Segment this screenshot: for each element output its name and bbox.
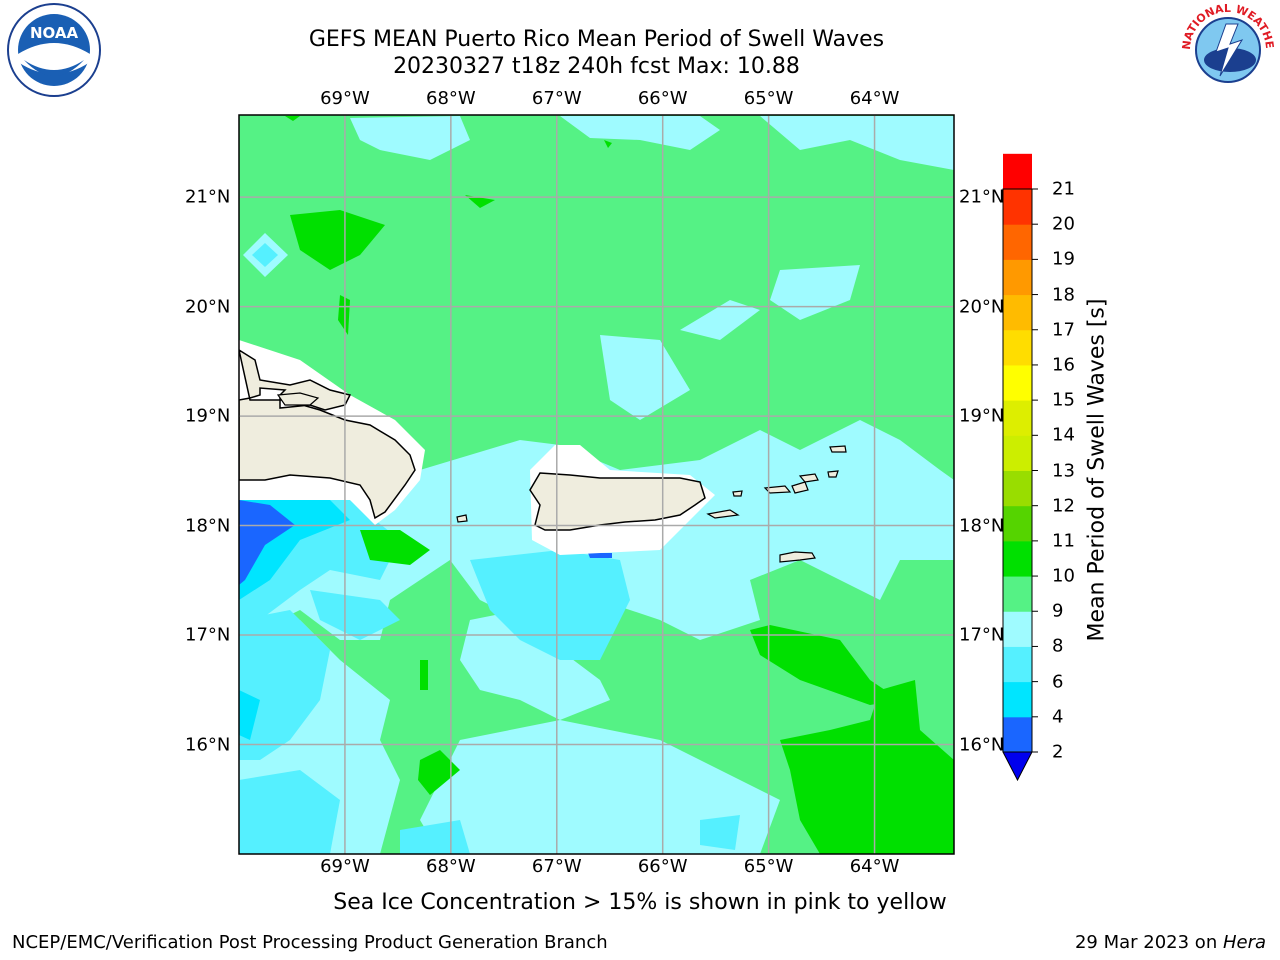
colorbar-level-label: 4 — [1052, 706, 1064, 728]
colorbar-swatch — [1003, 259, 1032, 296]
colorbar-level-label: 11 — [1052, 530, 1075, 552]
lat-tick-right: 18°N — [959, 515, 1005, 537]
map-subtitle: 20230327 t18z 240h fcst Max: 10.88 — [393, 54, 800, 79]
lon-tick-top: 69°W — [320, 88, 370, 109]
lat-tick-right: 19°N — [959, 405, 1005, 427]
colorbar-level-label: 15 — [1052, 389, 1075, 411]
colorbar-level-label: 10 — [1052, 565, 1075, 587]
lon-tick-bottom: 69°W — [320, 856, 370, 877]
contour-fill-layer — [239, 115, 954, 854]
lat-tick-left: 19°N — [185, 405, 231, 427]
lat-tick-right: 20°N — [959, 296, 1005, 318]
lon-tick-top: 66°W — [637, 88, 688, 109]
colorbar-swatch — [1003, 224, 1032, 260]
lon-tick-top: 67°W — [531, 88, 582, 109]
lon-tick-bottom: 66°W — [637, 856, 688, 877]
footer-machine: Hera — [1222, 932, 1266, 953]
lon-tick-top: 65°W — [743, 88, 794, 109]
colorbar-swatch — [1003, 681, 1032, 718]
lat-tick-left: 21°N — [185, 186, 231, 208]
lon-tick-top: 64°W — [849, 88, 900, 109]
colorbar-title: Mean Period of Swell Waves [s] — [1084, 298, 1110, 642]
colorbar-swatch — [1003, 435, 1032, 471]
graticule — [239, 115, 954, 854]
noaa-logo: NOAA — [7, 3, 101, 97]
nws-logo: NATIONAL WEATHER SERVICE — [1178, 2, 1276, 96]
footer-credit: NCEP/EMC/Verification Post Processing Pr… — [12, 932, 608, 953]
colorbar-level-label: 18 — [1052, 284, 1075, 306]
colorbar-under-arrow — [1002, 751, 1033, 782]
colorbar-level-label: 6 — [1052, 671, 1064, 693]
lat-tick-right: 21°N — [959, 186, 1005, 208]
lon-tick-top: 68°W — [425, 88, 476, 109]
colorbar-level-label: 19 — [1052, 248, 1075, 270]
colorbar-swatch — [1003, 400, 1032, 436]
colorbar-swatch — [1003, 505, 1032, 542]
colorbar-level-label: 12 — [1052, 495, 1075, 517]
lat-tick-left: 20°N — [185, 296, 231, 318]
colorbar-level-label: 16 — [1052, 354, 1075, 376]
lon-tick-bottom: 67°W — [531, 856, 582, 877]
colorbar — [1002, 153, 1038, 782]
colorbar-level-label: 21 — [1052, 178, 1075, 200]
colorbar-swatch — [1003, 646, 1032, 683]
colorbar-swatch — [1003, 470, 1032, 507]
colorbar-swatch — [1003, 611, 1032, 647]
lat-tick-left: 18°N — [185, 515, 231, 537]
lon-tick-bottom: 65°W — [743, 856, 794, 877]
colorbar-swatch — [1003, 540, 1032, 577]
map-title: GEFS MEAN Puerto Rico Mean Period of Swe… — [308, 27, 885, 52]
lat-tick-right: 16°N — [959, 734, 1005, 756]
noaa-logo-text: NOAA — [30, 24, 79, 42]
sea-ice-note: Sea Ice Concentration > 15% is shown in … — [333, 890, 947, 915]
colorbar-swatch — [1003, 294, 1032, 331]
lat-tick-left: 16°N — [185, 734, 231, 756]
colorbar-level-label: 13 — [1052, 460, 1075, 481]
colorbar-level-label: 14 — [1052, 424, 1075, 446]
colorbar-level-label: 20 — [1052, 213, 1075, 235]
lon-tick-bottom: 64°W — [849, 856, 900, 877]
footer-date: 29 Mar 2023 on Hera — [1075, 932, 1266, 953]
colorbar-swatch — [1003, 329, 1032, 366]
footer-date-text: 29 Mar 2023 on — [1074, 932, 1223, 953]
puerto-rico-landmass — [529, 472, 706, 531]
colorbar-swatch — [1003, 189, 1032, 225]
colorbar-swatch — [1003, 153, 1032, 190]
colorbar-swatch — [1003, 364, 1032, 401]
colorbar-swatch — [1003, 716, 1032, 753]
colorbar-level-label: 17 — [1052, 319, 1075, 341]
map-frame — [238, 114, 955, 855]
lon-tick-bottom: 68°W — [425, 856, 476, 877]
lat-tick-left: 17°N — [185, 624, 231, 646]
colorbar-swatch — [1003, 576, 1032, 612]
lat-tick-right: 17°N — [959, 624, 1005, 646]
colorbar-level-label: 8 — [1052, 635, 1064, 657]
colorbar-level-label: 9 — [1052, 600, 1064, 622]
colorbar-level-label: 2 — [1052, 741, 1064, 763]
hispaniola-landmass — [239, 349, 416, 520]
